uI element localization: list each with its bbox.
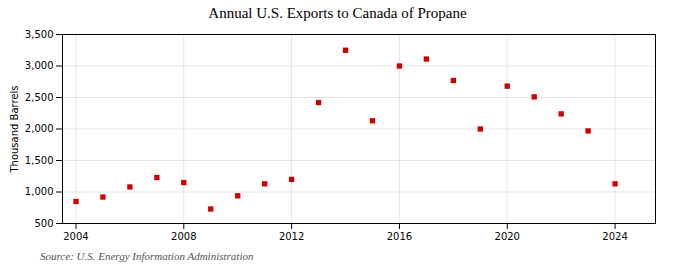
svg-text:2004: 2004 [63,231,88,242]
svg-text:3,000: 3,000 [25,60,54,71]
svg-text:2020: 2020 [495,231,520,242]
html-text:Source: U.S. Energy Informatio: Source: U.S. Energy Information Administ… [40,250,254,262]
svg-text:1,000: 1,000 [25,186,54,197]
svg-text:3,500: 3,500 [25,29,54,40]
svg-text:2012: 2012 [279,231,304,242]
svg-text:Thousand Barrels: Thousand Barrels [9,85,20,173]
svg-text:500: 500 [34,218,53,229]
svg-text:2016: 2016 [387,231,412,242]
svg-text:1,500: 1,500 [25,155,54,166]
svg-text:2024: 2024 [602,231,627,242]
svg-text:2,000: 2,000 [25,123,54,134]
html-text:Annual U.S. Exports to Canada: Annual U.S. Exports to Canada of Propane [208,5,467,21]
svg-text:2008: 2008 [171,231,196,242]
svg-text:2,500: 2,500 [25,92,54,103]
